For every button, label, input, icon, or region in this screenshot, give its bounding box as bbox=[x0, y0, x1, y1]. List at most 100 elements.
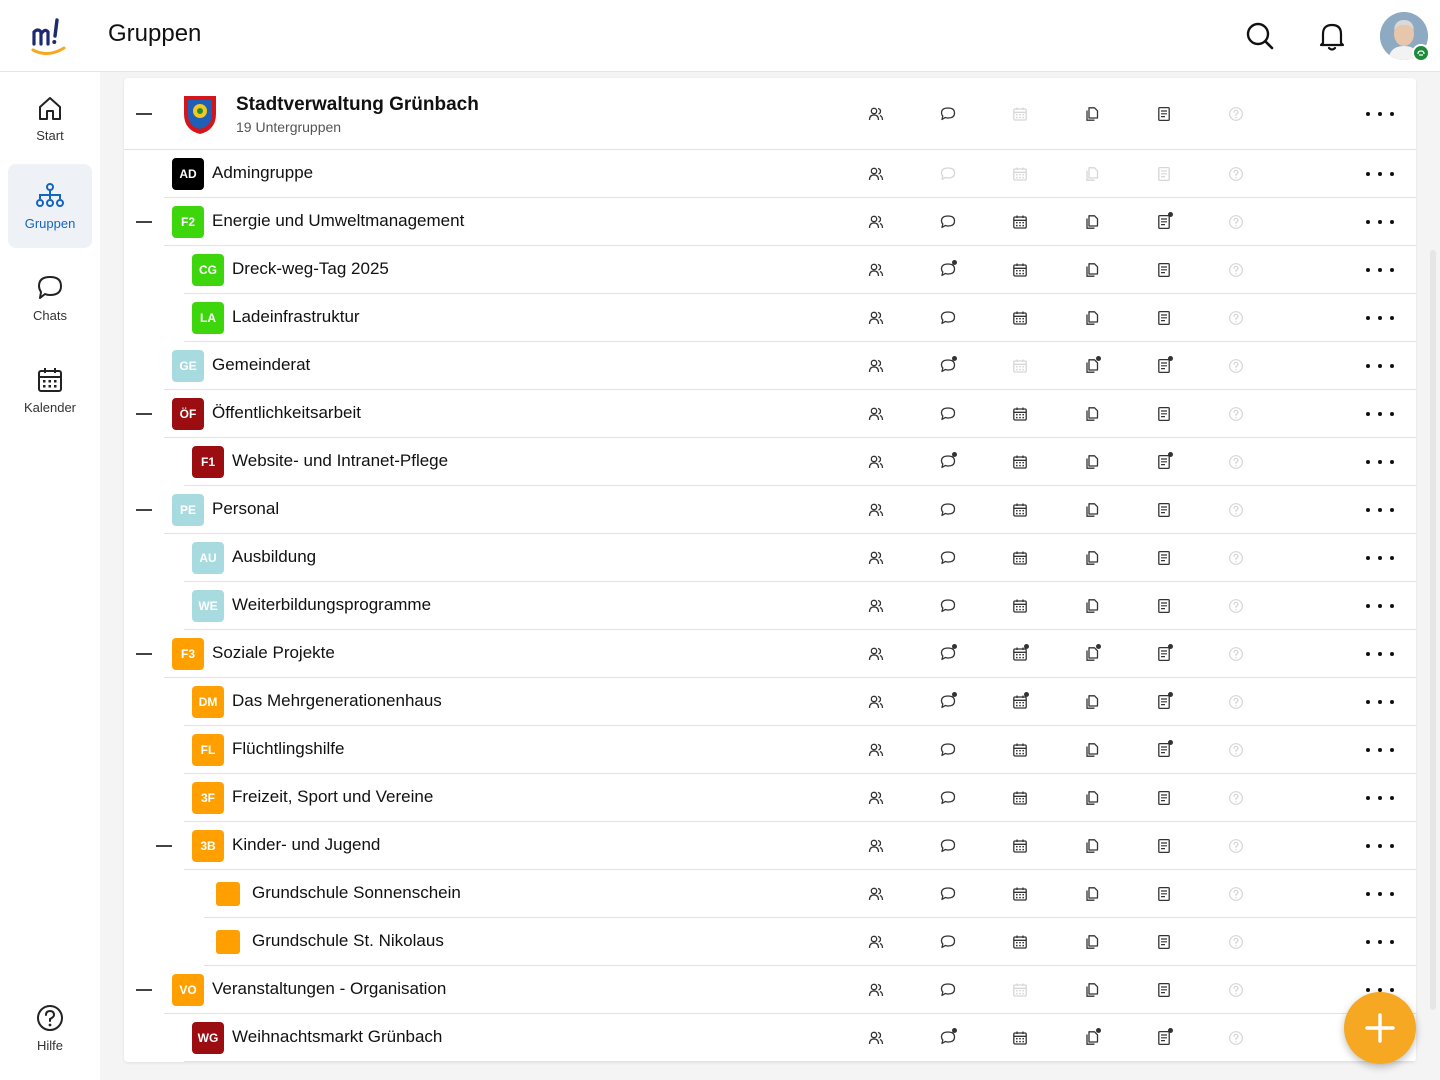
group-row[interactable]: CG Dreck-weg-Tag 2025 bbox=[124, 246, 1416, 294]
more-options-button[interactable] bbox=[1366, 260, 1394, 280]
calendar-icon[interactable] bbox=[1010, 692, 1030, 712]
more-options-button[interactable] bbox=[1366, 104, 1394, 124]
calendar-icon[interactable] bbox=[1010, 884, 1030, 904]
more-options-button[interactable] bbox=[1366, 932, 1394, 952]
members-icon[interactable] bbox=[866, 1028, 886, 1048]
calendar-icon[interactable] bbox=[1010, 1028, 1030, 1048]
more-options-button[interactable] bbox=[1366, 644, 1394, 664]
calendar-icon[interactable] bbox=[1010, 260, 1030, 280]
nav-hilfe[interactable]: Hilfe bbox=[8, 986, 92, 1070]
document-icon[interactable] bbox=[1154, 500, 1174, 520]
files-icon[interactable] bbox=[1082, 788, 1102, 808]
group-row[interactable]: GE Gemeinderat bbox=[124, 342, 1416, 390]
chat-icon[interactable] bbox=[938, 212, 958, 232]
chat-icon[interactable] bbox=[938, 740, 958, 760]
nav-kalender[interactable]: Kalender bbox=[8, 348, 92, 432]
files-icon[interactable] bbox=[1082, 644, 1102, 664]
calendar-icon[interactable] bbox=[1010, 548, 1030, 568]
more-options-button[interactable] bbox=[1366, 356, 1394, 376]
files-icon[interactable] bbox=[1082, 884, 1102, 904]
group-row[interactable]: LA Ladeinfrastruktur bbox=[124, 294, 1416, 342]
files-icon[interactable] bbox=[1082, 692, 1102, 712]
more-options-button[interactable] bbox=[1366, 788, 1394, 808]
document-icon[interactable] bbox=[1154, 836, 1174, 856]
calendar-icon[interactable] bbox=[1010, 404, 1030, 424]
group-row[interactable]: Grundschule St. Nikolaus bbox=[124, 918, 1416, 966]
document-icon[interactable] bbox=[1154, 740, 1174, 760]
chat-icon[interactable] bbox=[938, 1028, 958, 1048]
files-icon[interactable] bbox=[1082, 212, 1102, 232]
nav-chats[interactable]: Chats bbox=[8, 256, 92, 340]
members-icon[interactable] bbox=[866, 164, 886, 184]
group-row[interactable]: FL Flüchtlingshilfe bbox=[124, 726, 1416, 774]
chat-icon[interactable] bbox=[938, 452, 958, 472]
chat-icon[interactable] bbox=[938, 260, 958, 280]
document-icon[interactable] bbox=[1154, 104, 1174, 124]
org-row[interactable]: Stadtverwaltung Grünbach 19 Untergruppen bbox=[124, 78, 1416, 150]
files-icon[interactable] bbox=[1082, 404, 1102, 424]
files-icon[interactable] bbox=[1082, 596, 1102, 616]
members-icon[interactable] bbox=[866, 980, 886, 1000]
files-icon[interactable] bbox=[1082, 104, 1102, 124]
files-icon[interactable] bbox=[1082, 548, 1102, 568]
document-icon[interactable] bbox=[1154, 548, 1174, 568]
collapse-toggle[interactable] bbox=[156, 845, 172, 847]
document-icon[interactable] bbox=[1154, 308, 1174, 328]
chat-icon[interactable] bbox=[938, 980, 958, 1000]
document-icon[interactable] bbox=[1154, 932, 1174, 952]
files-icon[interactable] bbox=[1082, 260, 1102, 280]
files-icon[interactable] bbox=[1082, 740, 1102, 760]
chat-icon[interactable] bbox=[938, 836, 958, 856]
search-icon[interactable] bbox=[1242, 18, 1278, 54]
members-icon[interactable] bbox=[866, 404, 886, 424]
members-icon[interactable] bbox=[866, 260, 886, 280]
group-row[interactable]: Grundschule Sonnenschein bbox=[124, 870, 1416, 918]
document-icon[interactable] bbox=[1154, 452, 1174, 472]
group-row[interactable]: WE Weiterbildungsprogramme bbox=[124, 582, 1416, 630]
files-icon[interactable] bbox=[1082, 932, 1102, 952]
calendar-icon[interactable] bbox=[1010, 836, 1030, 856]
document-icon[interactable] bbox=[1154, 1028, 1174, 1048]
members-icon[interactable] bbox=[866, 104, 886, 124]
collapse-toggle[interactable] bbox=[136, 989, 152, 991]
chat-icon[interactable] bbox=[938, 404, 958, 424]
calendar-icon[interactable] bbox=[1010, 932, 1030, 952]
group-row[interactable]: F3 Soziale Projekte bbox=[124, 630, 1416, 678]
collapse-toggle[interactable] bbox=[136, 509, 152, 511]
more-options-button[interactable] bbox=[1366, 692, 1394, 712]
members-icon[interactable] bbox=[866, 548, 886, 568]
more-options-button[interactable] bbox=[1366, 740, 1394, 760]
collapse-toggle[interactable] bbox=[136, 113, 152, 115]
group-row[interactable]: AU Ausbildung bbox=[124, 534, 1416, 582]
files-icon[interactable] bbox=[1082, 500, 1102, 520]
document-icon[interactable] bbox=[1154, 644, 1174, 664]
more-options-button[interactable] bbox=[1366, 500, 1394, 520]
members-icon[interactable] bbox=[866, 740, 886, 760]
chat-icon[interactable] bbox=[938, 308, 958, 328]
nav-start[interactable]: Start bbox=[8, 76, 92, 160]
chat-icon[interactable] bbox=[938, 932, 958, 952]
files-icon[interactable] bbox=[1082, 980, 1102, 1000]
collapse-toggle[interactable] bbox=[136, 221, 152, 223]
members-icon[interactable] bbox=[866, 500, 886, 520]
more-options-button[interactable] bbox=[1366, 308, 1394, 328]
document-icon[interactable] bbox=[1154, 260, 1174, 280]
document-icon[interactable] bbox=[1154, 692, 1174, 712]
group-row[interactable]: PE Personal bbox=[124, 486, 1416, 534]
app-logo[interactable] bbox=[28, 14, 72, 58]
members-icon[interactable] bbox=[866, 452, 886, 472]
group-row[interactable]: VO Veranstaltungen - Organisation bbox=[124, 966, 1416, 1014]
members-icon[interactable] bbox=[866, 884, 886, 904]
members-icon[interactable] bbox=[866, 788, 886, 808]
group-row[interactable]: F1 Website- und Intranet-Pflege bbox=[124, 438, 1416, 486]
files-icon[interactable] bbox=[1082, 452, 1102, 472]
calendar-icon[interactable] bbox=[1010, 740, 1030, 760]
more-options-button[interactable] bbox=[1366, 836, 1394, 856]
more-options-button[interactable] bbox=[1366, 164, 1394, 184]
group-row[interactable]: 3F Freizeit, Sport und Vereine bbox=[124, 774, 1416, 822]
members-icon[interactable] bbox=[866, 356, 886, 376]
more-options-button[interactable] bbox=[1366, 452, 1394, 472]
members-icon[interactable] bbox=[866, 308, 886, 328]
calendar-icon[interactable] bbox=[1010, 500, 1030, 520]
chat-icon[interactable] bbox=[938, 500, 958, 520]
